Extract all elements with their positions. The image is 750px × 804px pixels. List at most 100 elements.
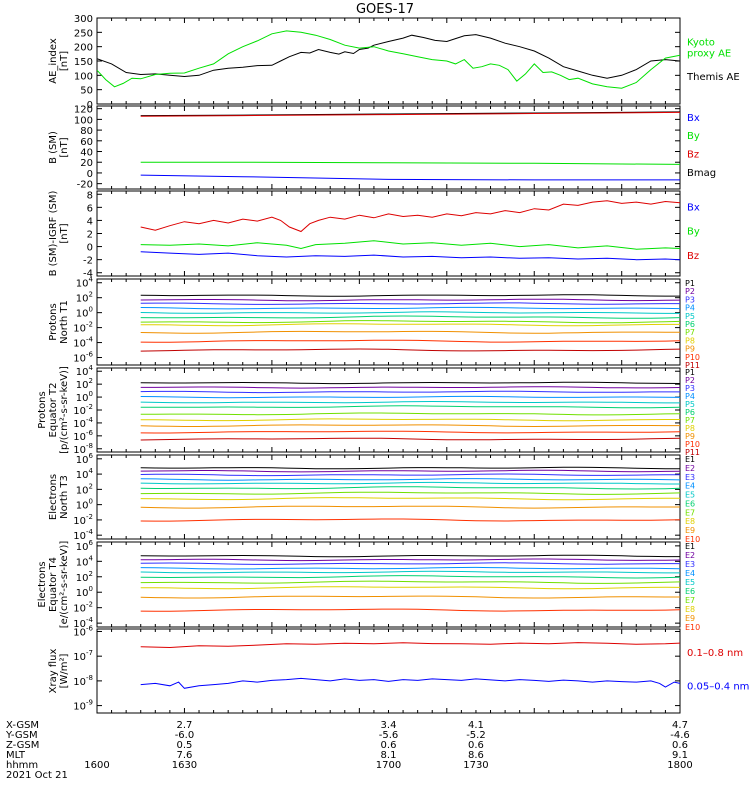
legend-item: P6 [685, 408, 695, 417]
x-axis-value: -5.6 [379, 730, 399, 741]
series-bx [140, 251, 680, 261]
x-axis-value: 8.1 [381, 750, 397, 761]
legend-item: E10 [685, 535, 700, 544]
legend-item: E2 [685, 551, 695, 560]
flux-channel-1 [140, 381, 680, 385]
flux-channel-10 [140, 608, 680, 612]
y-tick-label: -20 [77, 180, 93, 191]
y-tick-label: 10-2 [73, 601, 93, 615]
legend-item: E5 [685, 491, 695, 500]
legend-item: E2 [685, 464, 695, 473]
series-bz [140, 200, 680, 233]
flux-channel-8 [140, 586, 680, 590]
flux-channel-2 [140, 298, 680, 302]
series-kyoto-proxy-ae [97, 30, 680, 89]
flux-channel-3 [140, 562, 680, 565]
y-tick-label: 106 [76, 539, 94, 553]
legend-item: P2 [685, 287, 695, 296]
series-bx [140, 174, 680, 181]
x-axis-value: 0.6 [468, 740, 484, 751]
legend-item: Bmag [687, 168, 716, 179]
x-axis-row-label: X-GSM [6, 720, 39, 731]
y-tick-label: 104 [76, 364, 94, 378]
flux-channel-8 [140, 323, 680, 327]
legend-item: E3 [685, 473, 695, 482]
y-tick-label: 4 [87, 216, 93, 227]
y-tick-label: 0 [87, 169, 93, 180]
flux-channel-2 [140, 469, 680, 473]
flux-channel-7 [140, 580, 680, 584]
y-axis-label: AE_index[nT] [48, 38, 70, 84]
y-axis-label: B (SM)[nT] [48, 131, 70, 164]
legend-item: Bx [687, 202, 700, 213]
x-axis-value: 9.1 [672, 750, 688, 761]
legend-item: P5 [685, 312, 695, 321]
legend-item: P4 [685, 392, 695, 401]
flux-channel-9 [140, 424, 680, 428]
flux-channel-4 [140, 306, 680, 310]
panel-data [140, 466, 680, 522]
legend-item: E1 [685, 455, 695, 464]
y-tick-label: 300 [74, 14, 93, 25]
y-tick-label: 10-6 [73, 624, 93, 638]
flux-channel-1 [140, 294, 680, 297]
x-axis-value: 0.6 [672, 740, 688, 751]
flux-channel-2 [140, 558, 680, 562]
series-0-05-0-4-nm [140, 677, 680, 689]
legend-item: By [687, 131, 700, 142]
panel-frame [96, 190, 681, 277]
legend-item: P9 [685, 432, 695, 441]
legend-item: E4 [685, 482, 695, 491]
flux-channel-3 [140, 390, 680, 394]
y-axis-label: B (SM)-IGRF (SM)[nT] [48, 191, 70, 277]
flux-channel-4 [140, 566, 680, 570]
y-tick-label: 100 [76, 498, 93, 512]
flux-channel-6 [140, 405, 680, 409]
x-axis-value: 4.1 [468, 720, 484, 731]
legend-item: P8 [685, 336, 695, 345]
flux-channel-11 [140, 348, 680, 352]
y-tick-label: 102 [76, 291, 93, 305]
y-tick-label: 0 [87, 243, 93, 254]
y-tick-label: 106 [76, 452, 94, 466]
y-tick-label: 100 [76, 306, 93, 320]
legend-item: 0.05–0.4 nm [687, 681, 749, 692]
y-tick-label: 100 [74, 115, 93, 126]
legend-item: P1 [685, 368, 695, 377]
panel-data [140, 200, 680, 261]
flux-channel-5 [140, 481, 680, 485]
y-tick-label: 2 [87, 230, 93, 241]
flux-channel-10 [140, 430, 680, 434]
legend-item: proxy AE [687, 49, 731, 60]
flux-channel-10 [140, 518, 680, 522]
x-axis-value: 0.5 [176, 740, 192, 751]
flux-channel-1 [140, 554, 680, 558]
y-tick-label: 100 [76, 390, 93, 404]
y-axis-label: ProtonsEquator T2[p/(cm²-s-sr-keV)] [37, 366, 70, 454]
x-axis-value: -6.0 [175, 730, 195, 741]
panel-frame [96, 17, 681, 105]
x-axis-value: 1600 [84, 760, 109, 771]
legend-item: Themis AE [686, 72, 740, 83]
flux-channel-1 [140, 466, 680, 470]
legend-item: E4 [685, 569, 695, 578]
legend-item: E7 [685, 596, 695, 605]
y-tick-label: 80 [80, 126, 93, 137]
flux-channel-5 [140, 400, 680, 404]
panel-protons_e: 10410210010-210-410-610-8ProtonsEquator … [37, 364, 681, 456]
legend-item: P11 [685, 448, 700, 457]
legend-item: P3 [685, 384, 695, 393]
legend-item: P5 [685, 400, 695, 409]
panel-bsm: B (SM)[nT] [48, 105, 681, 190]
x-axis-value: 1700 [376, 760, 401, 771]
legend-item: P2 [685, 376, 695, 385]
y-tick-label: -4 [83, 269, 93, 280]
panel-bigrf: B (SM)-IGRF (SM)[nT] [48, 190, 681, 277]
legend-item: P6 [685, 320, 695, 329]
legend-item: E6 [685, 587, 695, 596]
y-tick-label: 10-8 [73, 442, 93, 456]
legend-item: Bz [687, 251, 699, 262]
